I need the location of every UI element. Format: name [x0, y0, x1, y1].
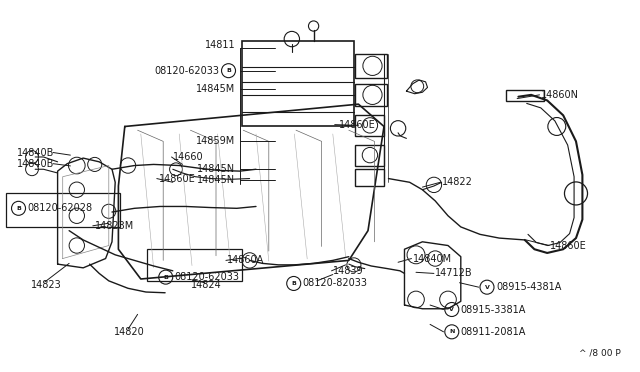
Text: B: B — [226, 68, 231, 73]
Text: 08120-82033: 08120-82033 — [303, 279, 368, 288]
Text: 08915-4381A: 08915-4381A — [496, 282, 561, 292]
Text: V: V — [449, 307, 454, 312]
Text: 14860E: 14860E — [550, 241, 587, 250]
Text: 08120-62028: 08120-62028 — [28, 203, 93, 213]
Bar — [506, 90, 544, 101]
Text: 08911-2081A: 08911-2081A — [461, 327, 526, 337]
Text: 14820: 14820 — [114, 327, 145, 337]
Bar — [355, 145, 384, 166]
Bar — [355, 169, 384, 186]
Bar — [355, 84, 387, 106]
Text: B: B — [16, 206, 21, 211]
Text: 08915-3381A: 08915-3381A — [461, 305, 526, 314]
Text: B: B — [163, 275, 168, 280]
Text: 14840B: 14840B — [17, 148, 54, 157]
Bar — [355, 54, 387, 78]
Bar — [6, 193, 120, 227]
Text: V: V — [484, 285, 490, 290]
Bar — [242, 41, 354, 126]
Text: ^ /8 00 P: ^ /8 00 P — [579, 349, 621, 358]
Text: 14859M: 14859M — [196, 137, 236, 146]
Text: 14845M: 14845M — [196, 84, 236, 94]
Text: 14860N: 14860N — [541, 90, 579, 100]
Text: 14845N: 14845N — [197, 176, 236, 185]
Text: 14860E: 14860E — [159, 174, 195, 183]
Text: 14822: 14822 — [442, 177, 472, 187]
Text: B: B — [291, 281, 296, 286]
Text: 08120-62033: 08120-62033 — [154, 66, 220, 76]
Text: 14860E: 14860E — [339, 120, 376, 129]
Text: 14811: 14811 — [205, 40, 236, 49]
Bar — [147, 249, 242, 281]
Text: 14839: 14839 — [333, 266, 364, 276]
Text: 14660: 14660 — [173, 152, 204, 162]
Text: N: N — [449, 329, 454, 334]
Text: 14823: 14823 — [31, 280, 61, 289]
Text: 14823M: 14823M — [95, 221, 134, 231]
Text: 14712B: 14712B — [435, 269, 473, 278]
Text: 14840B: 14840B — [17, 159, 54, 169]
Text: 14840M: 14840M — [413, 254, 452, 263]
Bar — [355, 115, 384, 136]
Text: 14824: 14824 — [191, 280, 221, 290]
Text: 08120-62033: 08120-62033 — [175, 272, 240, 282]
Text: 14845N: 14845N — [197, 164, 236, 174]
Text: 14860A: 14860A — [227, 256, 264, 265]
